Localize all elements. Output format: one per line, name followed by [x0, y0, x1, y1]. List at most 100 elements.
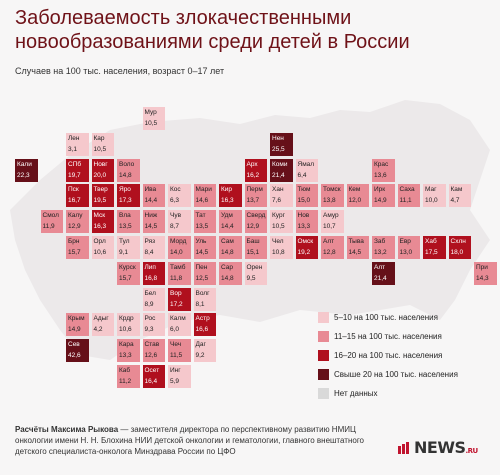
region-value: 13,3: [297, 223, 311, 231]
region-code: Хан: [272, 186, 284, 194]
region-value: 42,6: [68, 352, 81, 360]
region-code: Нов: [297, 212, 310, 220]
region-tile: Смол 11,9: [40, 210, 63, 234]
legend-label: 16–20 на 100 тыс. населения: [334, 351, 443, 360]
region-tile: Ирк 14,9: [372, 184, 395, 208]
region-value: 10,0: [425, 197, 438, 205]
legend-label: 5–10 на 100 тыс. населения: [334, 313, 438, 322]
region-code: Адыг: [93, 315, 109, 323]
region-code: Мари: [195, 186, 212, 194]
legend-swatch: [318, 369, 329, 380]
region-code: Тыва: [348, 238, 364, 245]
region-value: 17,5: [425, 249, 438, 256]
region-tile: Ряз 8,4: [142, 236, 165, 259]
region-value: 14,5: [348, 249, 362, 256]
region-value: 14,9: [374, 197, 387, 205]
region-tile: Перм 13,7: [244, 184, 267, 208]
region-code: Астр: [195, 315, 210, 323]
region-tile: Ниж 14,5: [142, 210, 165, 234]
legend-swatch: [318, 312, 329, 323]
region-tile: При 14,3: [474, 261, 497, 285]
region-value: 13,8: [323, 197, 336, 205]
region-tile: Тамб 11,8: [168, 261, 191, 285]
region-code: Пск: [68, 186, 79, 194]
region-tile: Крым 14,9: [66, 313, 89, 337]
region-code: Коми: [272, 160, 288, 168]
region-tile: Став 12,6: [142, 339, 165, 363]
news-logo: NEWS.RU: [398, 438, 478, 457]
region-tile: Тыва 14,5: [346, 236, 369, 259]
region-code: При: [476, 263, 488, 271]
region-value: 13,3: [119, 352, 132, 360]
region-code: Кали: [17, 160, 32, 168]
region-tile: Нен 25,5: [270, 132, 293, 156]
region-tile: Рос 9,3: [142, 313, 165, 337]
region-code: Мур: [144, 109, 157, 116]
region-tile: Саха 11,1: [397, 184, 420, 208]
region-code: Саха: [399, 186, 415, 194]
region-tile: СПб 19,7: [66, 158, 89, 182]
region-tile: Ива 14,4: [142, 184, 165, 208]
region-value: 16,8: [144, 274, 158, 282]
region-code: Тюм: [297, 186, 311, 194]
region-value: 9,1: [119, 249, 129, 256]
region-tile: Даг 9,2: [193, 339, 216, 363]
region-tile: Кали 22,3: [15, 158, 38, 182]
region-tile: Лип 16,8: [142, 261, 165, 285]
region-value: 16,2: [246, 171, 260, 179]
region-code: Чув: [170, 212, 182, 220]
region-value: 11,5: [170, 352, 183, 360]
region-code: Алт: [374, 263, 386, 271]
region-tile: Сев 42,6: [66, 339, 89, 363]
region-value: 15,0: [297, 197, 311, 205]
region-value: 8,7: [170, 223, 180, 231]
region-tile: Орен 9,5: [244, 261, 267, 285]
region-tile: Заб 13,2: [372, 236, 395, 259]
region-value: 8,4: [144, 249, 154, 256]
region-code: Сев: [68, 341, 80, 349]
region-value: 15,7: [119, 274, 132, 282]
region-code: Евр: [399, 238, 411, 245]
region-value: 10,8: [272, 249, 285, 256]
region-code: Вла: [119, 212, 131, 220]
region-code: Курск: [119, 263, 136, 271]
region-code: Крым: [68, 315, 85, 323]
region-code: Твер: [93, 186, 108, 194]
region-tile: Пск 16,7: [66, 184, 89, 208]
region-value: 8,1: [195, 300, 205, 308]
region-code: Ниж: [144, 212, 158, 220]
region-value: 22,3: [17, 171, 30, 179]
region-code: Воло: [119, 160, 135, 168]
region-code: Амур: [323, 212, 339, 220]
region-value: 20,0: [93, 171, 107, 179]
region-value: 13,0: [399, 249, 413, 256]
region-code: Ямал: [297, 160, 315, 168]
region-code: Крас: [374, 160, 389, 168]
region-tile: Маг 10,0: [423, 184, 446, 208]
region-tile-grid: Мур 10,5 Нен 25,5 Лен 3,1 Кар 10,5 Кали 22,3 СПб 19…: [15, 107, 500, 388]
region-value: 14,8: [119, 171, 132, 179]
region-value: 19,2: [297, 249, 311, 256]
region-code: Маг: [425, 186, 437, 194]
region-code: Перм: [246, 186, 263, 194]
region-value: 10,5: [144, 120, 158, 127]
region-value: 9,5: [246, 274, 256, 282]
region-code: Брн: [68, 238, 80, 245]
region-value: 10,6: [119, 326, 132, 334]
credit-note: Расчёты Максима Рыкова — заместителя дир…: [15, 424, 385, 457]
region-value: 18,0: [450, 249, 464, 256]
region-code: Каб: [119, 367, 131, 374]
region-tile: Чел 10,8: [270, 236, 293, 259]
region-value: 10,5: [93, 145, 107, 153]
region-code: Тамб: [170, 263, 186, 271]
region-value: 7,6: [272, 197, 282, 205]
region-value: 14,0: [170, 249, 183, 256]
region-code: Морд: [170, 238, 187, 245]
region-value: 13,6: [374, 171, 387, 179]
region-tile: Брн 15,7: [66, 236, 89, 259]
region-value: 6,3: [170, 197, 180, 205]
region-value: 13,2: [374, 249, 387, 256]
region-tile: Сам 14,8: [219, 236, 242, 259]
legend-label: Нет данных: [334, 389, 378, 398]
region-code: Кург: [272, 212, 285, 220]
